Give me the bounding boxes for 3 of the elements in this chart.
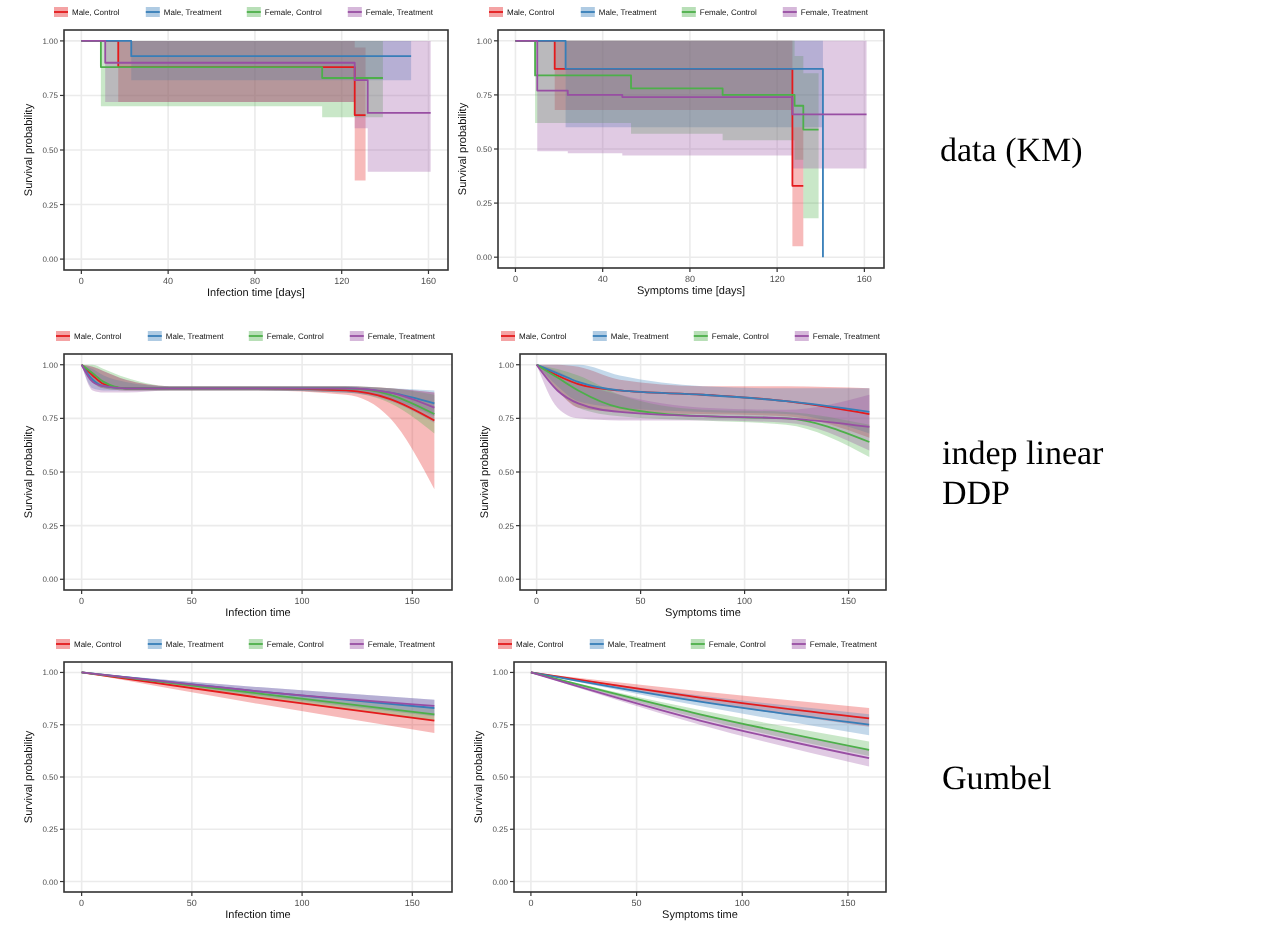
text: Gumbel [942, 759, 1053, 797]
text: data (KM) [940, 131, 1083, 169]
text: indep linear DDP [942, 434, 1105, 512]
